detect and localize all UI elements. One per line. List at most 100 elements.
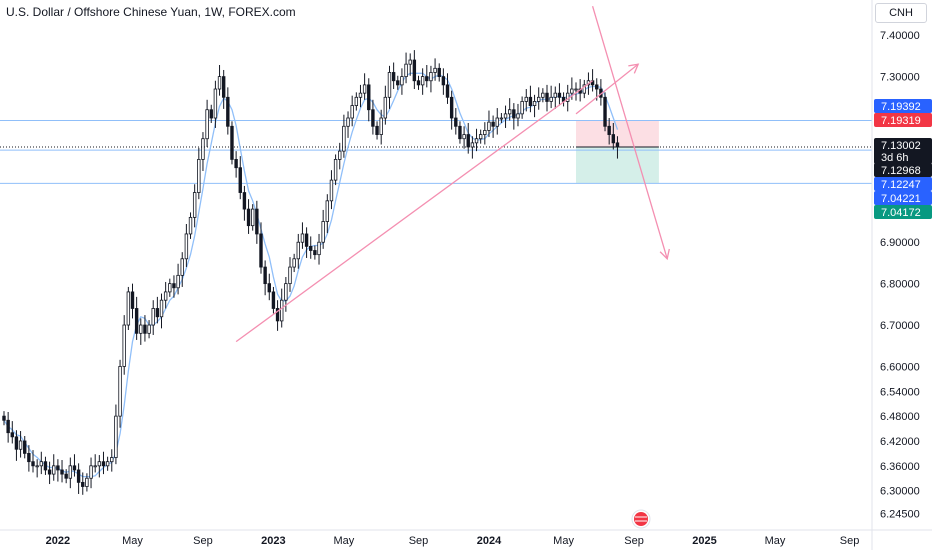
price-axis: 7.40000 7.30000 6.90000 6.80000 6.70000 6.600…: [871, 0, 920, 550]
candle-body: [209, 109, 213, 119]
candle-body: [134, 308, 139, 334]
candle-body: [503, 113, 508, 119]
candle-body: [114, 415, 118, 458]
candle-body: [520, 101, 524, 115]
candle-body: [611, 134, 616, 144]
candle-body: [288, 266, 292, 285]
candle-body: [445, 84, 450, 98]
candle-body: [557, 92, 562, 98]
price-tick-label: 6.90000: [880, 237, 920, 249]
candle-body: [246, 208, 251, 227]
candle-body: [429, 72, 433, 82]
candle-body: [595, 84, 599, 90]
candle-body: [346, 117, 350, 127]
candle-body: [607, 125, 611, 135]
candle-body: [425, 76, 429, 82]
candle-body: [495, 117, 499, 127]
candle-body: [14, 436, 19, 450]
candle-body: [39, 461, 44, 467]
candle-body: [545, 92, 549, 102]
candle-body: [217, 76, 222, 90]
candle-body: [499, 117, 504, 120]
candles: [2, 50, 620, 495]
candle-body: [354, 96, 359, 106]
candle-body: [284, 283, 288, 301]
time-tick-label: Sep: [840, 535, 860, 547]
candle-body: [201, 138, 205, 160]
candle-body: [159, 299, 164, 318]
candle-body: [404, 63, 408, 78]
candle-body: [93, 465, 97, 468]
candle-body: [226, 96, 230, 127]
candle-body: [362, 84, 367, 94]
candle-body: [172, 283, 176, 289]
candle-body: [528, 96, 533, 106]
candle-body: [47, 469, 52, 475]
price-tick-label: 6.60000: [880, 361, 920, 373]
candle-body: [176, 274, 180, 289]
candle-body: [396, 80, 400, 86]
candle-body: [321, 221, 325, 243]
price-tick-label: 6.36000: [880, 461, 920, 473]
candle-body: [549, 96, 553, 102]
price-tick-label: 6.70000: [880, 320, 920, 332]
candle-body: [553, 92, 557, 98]
candle-body: [516, 113, 520, 119]
candle-body: [367, 84, 371, 111]
price-tag: [874, 205, 932, 219]
candle-body: [147, 324, 151, 334]
currency-button[interactable]: CNH: [875, 3, 927, 23]
candle-body: [462, 134, 466, 140]
candle-body: [309, 245, 313, 251]
candle-body: [221, 76, 226, 98]
candle-body: [56, 465, 60, 471]
time-tick-label: May: [765, 535, 786, 547]
price-tag: [874, 138, 932, 164]
candle-body: [570, 88, 574, 94]
candle-body: [263, 266, 267, 285]
price-tag-countdown: 3d 6h: [881, 152, 909, 164]
time-tick-label: Sep: [409, 535, 429, 547]
candle-body: [466, 134, 470, 148]
price-tag-label: 7.19392: [881, 101, 921, 113]
price-tick-label: 6.48000: [880, 411, 920, 423]
candle-body: [400, 76, 404, 86]
price-tick-label: 6.80000: [880, 279, 920, 291]
trendlines: [235, 6, 670, 343]
candle-body: [122, 324, 126, 367]
price-tag: [874, 191, 932, 205]
candle-body: [60, 469, 64, 475]
price-tag: [874, 163, 932, 177]
candle-body: [234, 159, 238, 169]
candle-body: [155, 308, 160, 318]
time-tick-label: May: [333, 535, 354, 547]
candle-body: [313, 250, 317, 256]
time-tick-label: 2023: [261, 535, 285, 547]
price-tick-label: 6.54000: [880, 386, 920, 398]
candle-body: [338, 150, 342, 160]
candle-body: [168, 283, 172, 293]
candle-body: [213, 88, 218, 119]
price-tick-label: 7.40000: [880, 30, 920, 42]
candle-body: [416, 80, 421, 86]
candle-body: [342, 125, 346, 152]
trendline: [591, 6, 668, 259]
candle-body: [130, 291, 135, 309]
candle-body: [296, 241, 300, 260]
candle-body: [250, 208, 255, 227]
candle-body: [437, 67, 441, 78]
candle-body: [89, 465, 93, 479]
candle-body: [143, 324, 147, 334]
candle-body: [230, 125, 234, 160]
price-tag-label: 7.12247: [881, 179, 921, 191]
chart-title: U.S. Dollar / Offshore Chinese Yuan, 1W,…: [6, 5, 296, 19]
trendline: [575, 63, 639, 115]
candle-body: [242, 192, 247, 210]
candle-body: [81, 481, 85, 487]
candle-body: [105, 461, 110, 467]
price-tag: [874, 99, 932, 113]
candle-body: [18, 440, 23, 450]
price-tag-label: 7.04221: [881, 193, 921, 205]
candle-body: [420, 76, 425, 86]
